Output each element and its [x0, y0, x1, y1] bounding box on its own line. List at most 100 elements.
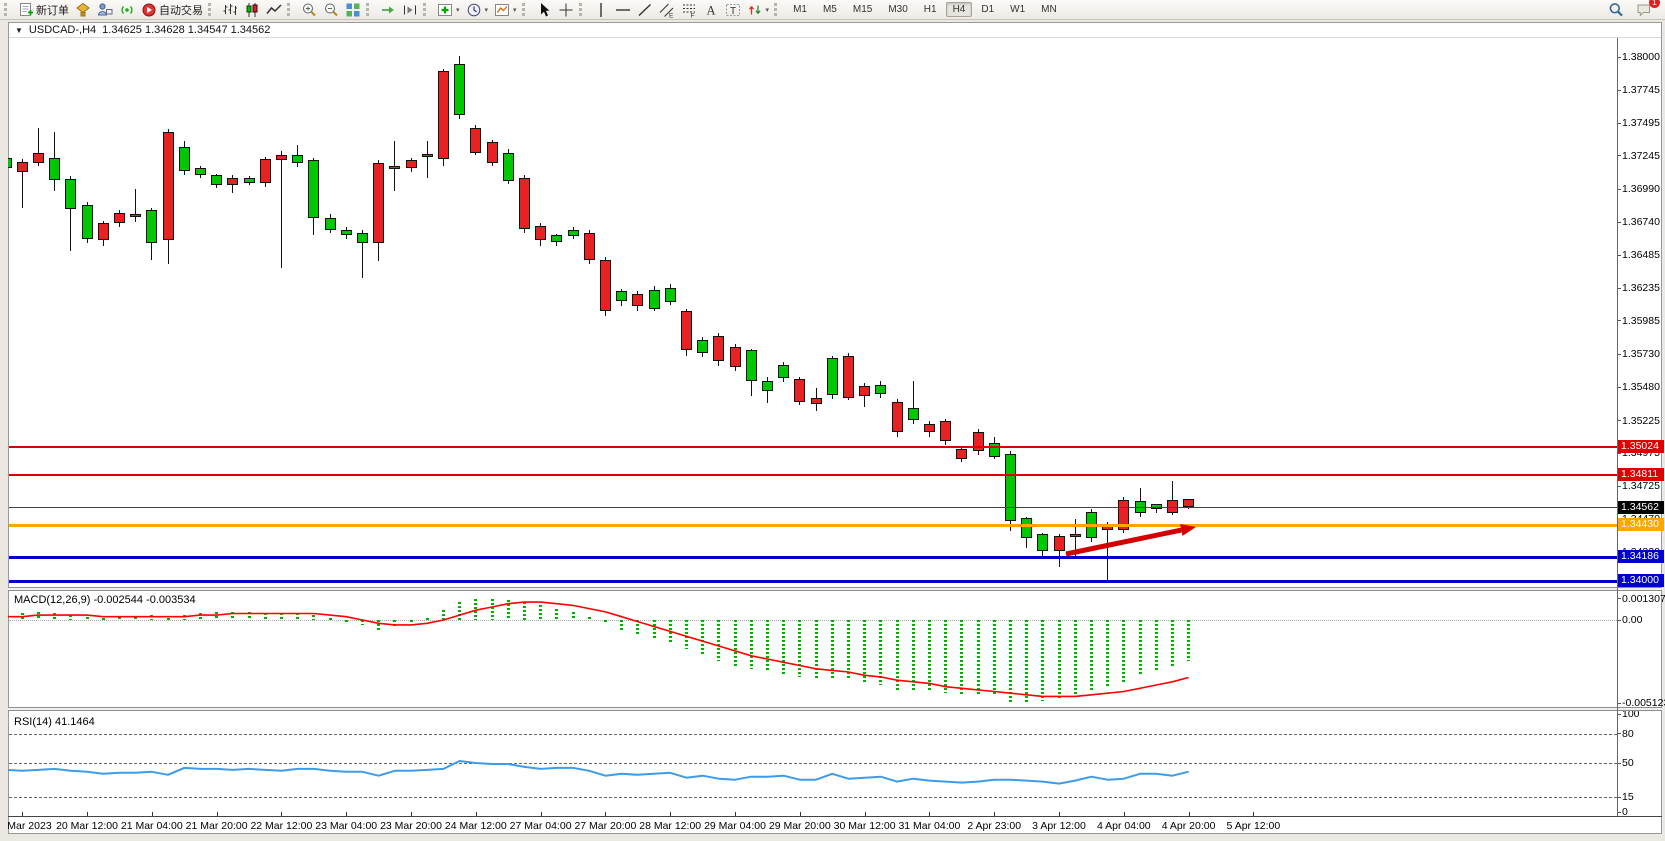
toolbar-grip[interactable]	[4, 3, 11, 16]
time-axis-label[interactable]: 21 Mar 20:00	[185, 820, 248, 832]
chevron-down-icon[interactable]: ▾	[456, 6, 460, 14]
timeframe-w1-button[interactable]: W1	[1010, 4, 1026, 15]
text-label-button[interactable]: T	[722, 1, 744, 19]
time-axis-label[interactable]: 21 Mar 04:00	[120, 820, 183, 832]
chart-symbol-title: USDCAD-,H4	[28, 24, 97, 36]
timeframe-m15-button[interactable]: M15	[852, 4, 873, 15]
macd-histogram-bar	[879, 620, 883, 686]
templates-button[interactable]: ▾	[491, 1, 520, 19]
notifications-button[interactable]: 1	[1633, 0, 1660, 19]
toolbar-grip[interactable]	[578, 3, 586, 16]
time-axis-label[interactable]: 2 Apr 23:00	[967, 820, 1022, 832]
horizontal-line-object[interactable]	[9, 580, 1617, 583]
zoom-in-button[interactable]	[298, 1, 320, 19]
candle	[535, 225, 547, 241]
candlestick-chart-button[interactable]	[241, 1, 263, 19]
pane-separator[interactable]	[8, 587, 1662, 591]
candle	[745, 350, 757, 381]
cursor-button[interactable]	[533, 1, 555, 19]
macd-histogram-bar	[976, 620, 980, 697]
macd-axis-tick	[1617, 619, 1621, 621]
timeframe-mn-button[interactable]: MN	[1041, 4, 1057, 15]
autotrading-button[interactable]: 自动交易	[138, 1, 206, 19]
timeframe-h1-button[interactable]: H1	[923, 4, 937, 15]
timeframe-d1-button[interactable]: D1	[981, 4, 995, 15]
bar-chart-button[interactable]	[219, 1, 241, 19]
time-axis-label[interactable]: 31 Mar 04:00	[898, 820, 961, 832]
macd-histogram-bar	[1073, 620, 1077, 697]
macd-histogram-bar	[474, 598, 478, 620]
horizontal-line-object[interactable]	[9, 555, 1617, 559]
new-order-button[interactable]: 新订单	[15, 1, 72, 19]
timeframe-m30-button[interactable]: M30	[888, 4, 908, 15]
crosshair-button[interactable]	[555, 1, 577, 19]
pane-separator[interactable]	[8, 707, 1662, 711]
price-badge: 1.34186	[1618, 550, 1664, 563]
zoom-out-button[interactable]	[320, 1, 342, 19]
candle	[761, 380, 773, 392]
equidistant-channel-button[interactable]: E	[656, 1, 678, 19]
time-axis-label[interactable]: 29 Mar 04:00	[704, 820, 766, 832]
macd-axis-label: 0.00	[1622, 614, 1643, 626]
macd-histogram-bar	[620, 620, 624, 630]
time-axis-label[interactable]: 28 Mar 12:00	[639, 820, 702, 832]
horizontal-line-object[interactable]	[9, 523, 1617, 527]
indicators-button[interactable]: ▾	[434, 1, 463, 19]
auto-scroll-button[interactable]	[377, 1, 399, 19]
toolbar-grip[interactable]	[774, 3, 781, 16]
time-axis-label[interactable]: 22 Mar 12:00	[250, 820, 313, 832]
toolbar-grip[interactable]	[423, 3, 430, 16]
signals-button[interactable]	[116, 1, 138, 19]
time-axis-label[interactable]: 20 Mar 12:00	[56, 820, 118, 832]
window-frame	[0, 20, 8, 841]
fibonacci-button[interactable]: F	[678, 1, 700, 19]
chart-title-bar[interactable]: ▼ USDCAD-,H4 1.34625 1.34628 1.34547 1.3…	[9, 23, 1661, 38]
time-axis-label[interactable]: 4 Apr 04:00	[1096, 820, 1151, 832]
horizontal-line-object[interactable]	[9, 473, 1617, 476]
history-center-button[interactable]	[72, 1, 94, 19]
text-button[interactable]: A	[700, 1, 722, 19]
time-axis-label[interactable]: 27 Mar 04:00	[509, 820, 572, 832]
toolbar-grip[interactable]	[208, 3, 215, 16]
macd-histogram-bar	[247, 611, 251, 620]
time-axis-label[interactable]: 5 Apr 12:00	[1226, 820, 1281, 832]
time-axis-label[interactable]: 24 Mar 12:00	[444, 820, 507, 832]
chart-shift-button[interactable]	[399, 1, 421, 19]
time-axis-label[interactable]: 29 Mar 20:00	[768, 820, 831, 832]
chevron-down-icon[interactable]: ▼	[15, 25, 23, 35]
timeframe-m5-button[interactable]: M5	[822, 4, 837, 15]
trendline-button[interactable]	[634, 1, 656, 19]
zoom-in-icon	[303, 3, 316, 16]
periods-button[interactable]: ▾	[463, 1, 492, 19]
line-chart-button[interactable]	[263, 1, 285, 19]
candle	[648, 290, 660, 309]
toolbar-grip[interactable]	[287, 3, 294, 16]
time-axis-label[interactable]: 4 Apr 20:00	[1161, 820, 1216, 832]
candle	[194, 168, 206, 175]
time-axis-label[interactable]: 30 Mar 12:00	[833, 820, 896, 832]
timeframe-h4-button[interactable]: H4	[945, 2, 973, 17]
candle	[778, 364, 790, 378]
toolbar-grip[interactable]	[366, 3, 373, 16]
time-axis-label[interactable]: 23 Mar 04:00	[315, 820, 378, 832]
time-axis-label[interactable]: 19 Mar 2023	[0, 820, 52, 832]
time-axis-label[interactable]: 27 Mar 20:00	[574, 820, 637, 832]
tile-windows-button[interactable]	[342, 1, 364, 19]
macd-histogram-bar	[1008, 620, 1012, 704]
candle	[146, 210, 158, 244]
search-button[interactable]	[1605, 1, 1627, 19]
vertical-line-button[interactable]	[590, 1, 612, 19]
horizontal-line-object[interactable]	[9, 445, 1617, 448]
main-toolbar: 新订单 自动交易 ▾ ▾ ▾ E F A T ▾ M1 M5 M15 M30 H1 H4 D1 W1 MN 1	[0, 0, 1665, 20]
time-axis-label[interactable]: 3 Apr 12:00	[1032, 820, 1086, 832]
chevron-down-icon[interactable]: ▾	[484, 6, 489, 14]
horizontal-line-button[interactable]	[612, 1, 634, 19]
toolbar-grip[interactable]	[521, 3, 529, 16]
chevron-down-icon[interactable]: ▾	[513, 6, 517, 14]
market-watch-button[interactable]	[94, 1, 116, 19]
time-axis-label[interactable]: 23 Mar 20:00	[380, 820, 442, 832]
timeframe-m1-button[interactable]: M1	[793, 4, 807, 15]
arrows-button[interactable]: ▾	[744, 1, 773, 19]
chevron-down-icon[interactable]: ▾	[765, 6, 770, 14]
periods-icon	[467, 3, 480, 16]
